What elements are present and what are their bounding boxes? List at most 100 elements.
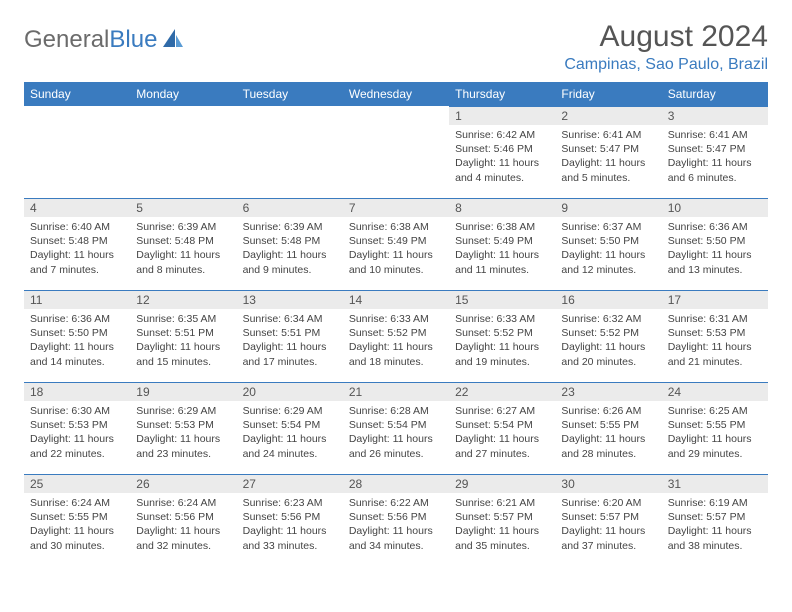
day-number: 21 — [343, 383, 449, 401]
day-number: 20 — [237, 383, 343, 401]
calendar-header: SundayMondayTuesdayWednesdayThursdayFrid… — [24, 82, 768, 106]
day-details: Sunrise: 6:23 AMSunset: 5:56 PMDaylight:… — [237, 493, 343, 555]
weekday-header: Friday — [555, 82, 661, 106]
day-details: Sunrise: 6:35 AMSunset: 5:51 PMDaylight:… — [130, 309, 236, 371]
calendar-cell: 4Sunrise: 6:40 AMSunset: 5:48 PMDaylight… — [24, 198, 130, 290]
calendar-cell: 12Sunrise: 6:35 AMSunset: 5:51 PMDayligh… — [130, 290, 236, 382]
calendar-cell: 18Sunrise: 6:30 AMSunset: 5:53 PMDayligh… — [24, 382, 130, 474]
day-details: Sunrise: 6:34 AMSunset: 5:51 PMDaylight:… — [237, 309, 343, 371]
day-details: Sunrise: 6:19 AMSunset: 5:57 PMDaylight:… — [662, 493, 768, 555]
calendar-cell: 29Sunrise: 6:21 AMSunset: 5:57 PMDayligh… — [449, 474, 555, 566]
calendar-cell: 23Sunrise: 6:26 AMSunset: 5:55 PMDayligh… — [555, 382, 661, 474]
day-details: Sunrise: 6:36 AMSunset: 5:50 PMDaylight:… — [24, 309, 130, 371]
day-details: Sunrise: 6:42 AMSunset: 5:46 PMDaylight:… — [449, 125, 555, 187]
calendar-cell: 7Sunrise: 6:38 AMSunset: 5:49 PMDaylight… — [343, 198, 449, 290]
day-number: 22 — [449, 383, 555, 401]
day-details: Sunrise: 6:31 AMSunset: 5:53 PMDaylight:… — [662, 309, 768, 371]
calendar-cell: 10Sunrise: 6:36 AMSunset: 5:50 PMDayligh… — [662, 198, 768, 290]
calendar-cell: 21Sunrise: 6:28 AMSunset: 5:54 PMDayligh… — [343, 382, 449, 474]
header: GeneralBlue August 2024 Campinas, Sao Pa… — [24, 20, 768, 74]
day-details: Sunrise: 6:20 AMSunset: 5:57 PMDaylight:… — [555, 493, 661, 555]
day-number: 14 — [343, 291, 449, 309]
calendar-cell: 13Sunrise: 6:34 AMSunset: 5:51 PMDayligh… — [237, 290, 343, 382]
logo: GeneralBlue — [24, 26, 185, 54]
calendar-cell — [343, 106, 449, 198]
day-number: 17 — [662, 291, 768, 309]
day-details: Sunrise: 6:33 AMSunset: 5:52 PMDaylight:… — [343, 309, 449, 371]
calendar-cell — [237, 106, 343, 198]
calendar-cell: 22Sunrise: 6:27 AMSunset: 5:54 PMDayligh… — [449, 382, 555, 474]
day-details: Sunrise: 6:27 AMSunset: 5:54 PMDaylight:… — [449, 401, 555, 463]
title-block: August 2024 Campinas, Sao Paulo, Brazil — [564, 20, 768, 74]
day-details: Sunrise: 6:36 AMSunset: 5:50 PMDaylight:… — [662, 217, 768, 279]
calendar-cell: 31Sunrise: 6:19 AMSunset: 5:57 PMDayligh… — [662, 474, 768, 566]
day-details: Sunrise: 6:25 AMSunset: 5:55 PMDaylight:… — [662, 401, 768, 463]
logo-text: GeneralBlue — [24, 26, 157, 54]
calendar-cell: 11Sunrise: 6:36 AMSunset: 5:50 PMDayligh… — [24, 290, 130, 382]
day-details: Sunrise: 6:21 AMSunset: 5:57 PMDaylight:… — [449, 493, 555, 555]
day-number: 24 — [662, 383, 768, 401]
day-number: 1 — [449, 107, 555, 125]
day-details: Sunrise: 6:32 AMSunset: 5:52 PMDaylight:… — [555, 309, 661, 371]
day-number: 12 — [130, 291, 236, 309]
day-number: 31 — [662, 475, 768, 493]
weekday-header: Tuesday — [237, 82, 343, 106]
day-details: Sunrise: 6:29 AMSunset: 5:54 PMDaylight:… — [237, 401, 343, 463]
calendar-cell: 8Sunrise: 6:38 AMSunset: 5:49 PMDaylight… — [449, 198, 555, 290]
logo-text-part1: General — [24, 26, 109, 53]
calendar-cell — [24, 106, 130, 198]
calendar-cell: 20Sunrise: 6:29 AMSunset: 5:54 PMDayligh… — [237, 382, 343, 474]
weekday-header: Saturday — [662, 82, 768, 106]
day-details: Sunrise: 6:26 AMSunset: 5:55 PMDaylight:… — [555, 401, 661, 463]
day-details: Sunrise: 6:29 AMSunset: 5:53 PMDaylight:… — [130, 401, 236, 463]
month-title: August 2024 — [564, 20, 768, 54]
day-number: 23 — [555, 383, 661, 401]
calendar-cell: 16Sunrise: 6:32 AMSunset: 5:52 PMDayligh… — [555, 290, 661, 382]
calendar-cell: 27Sunrise: 6:23 AMSunset: 5:56 PMDayligh… — [237, 474, 343, 566]
calendar-cell: 2Sunrise: 6:41 AMSunset: 5:47 PMDaylight… — [555, 106, 661, 198]
weekday-header: Wednesday — [343, 82, 449, 106]
calendar-cell: 30Sunrise: 6:20 AMSunset: 5:57 PMDayligh… — [555, 474, 661, 566]
day-details: Sunrise: 6:24 AMSunset: 5:55 PMDaylight:… — [24, 493, 130, 555]
day-number: 13 — [237, 291, 343, 309]
calendar-cell: 28Sunrise: 6:22 AMSunset: 5:56 PMDayligh… — [343, 474, 449, 566]
calendar-cell: 25Sunrise: 6:24 AMSunset: 5:55 PMDayligh… — [24, 474, 130, 566]
day-details: Sunrise: 6:33 AMSunset: 5:52 PMDaylight:… — [449, 309, 555, 371]
day-number: 10 — [662, 199, 768, 217]
day-details: Sunrise: 6:39 AMSunset: 5:48 PMDaylight:… — [237, 217, 343, 279]
calendar-cell: 5Sunrise: 6:39 AMSunset: 5:48 PMDaylight… — [130, 198, 236, 290]
day-number: 11 — [24, 291, 130, 309]
day-number: 25 — [24, 475, 130, 493]
weekday-header: Sunday — [24, 82, 130, 106]
day-details: Sunrise: 6:28 AMSunset: 5:54 PMDaylight:… — [343, 401, 449, 463]
calendar-cell: 6Sunrise: 6:39 AMSunset: 5:48 PMDaylight… — [237, 198, 343, 290]
calendar-cell: 24Sunrise: 6:25 AMSunset: 5:55 PMDayligh… — [662, 382, 768, 474]
day-number: 28 — [343, 475, 449, 493]
day-details: Sunrise: 6:22 AMSunset: 5:56 PMDaylight:… — [343, 493, 449, 555]
weekday-header: Monday — [130, 82, 236, 106]
day-number: 4 — [24, 199, 130, 217]
day-number: 18 — [24, 383, 130, 401]
day-details: Sunrise: 6:38 AMSunset: 5:49 PMDaylight:… — [449, 217, 555, 279]
day-number: 15 — [449, 291, 555, 309]
day-details: Sunrise: 6:38 AMSunset: 5:49 PMDaylight:… — [343, 217, 449, 279]
day-number: 19 — [130, 383, 236, 401]
day-number: 6 — [237, 199, 343, 217]
day-number: 27 — [237, 475, 343, 493]
day-number: 9 — [555, 199, 661, 217]
day-details: Sunrise: 6:41 AMSunset: 5:47 PMDaylight:… — [555, 125, 661, 187]
weekday-header: Thursday — [449, 82, 555, 106]
calendar: SundayMondayTuesdayWednesdayThursdayFrid… — [24, 82, 768, 566]
day-number: 30 — [555, 475, 661, 493]
day-number: 7 — [343, 199, 449, 217]
calendar-body: 1Sunrise: 6:42 AMSunset: 5:46 PMDaylight… — [24, 106, 768, 566]
calendar-cell — [130, 106, 236, 198]
day-details: Sunrise: 6:41 AMSunset: 5:47 PMDaylight:… — [662, 125, 768, 187]
calendar-cell: 19Sunrise: 6:29 AMSunset: 5:53 PMDayligh… — [130, 382, 236, 474]
day-details: Sunrise: 6:30 AMSunset: 5:53 PMDaylight:… — [24, 401, 130, 463]
calendar-cell: 14Sunrise: 6:33 AMSunset: 5:52 PMDayligh… — [343, 290, 449, 382]
calendar-cell: 17Sunrise: 6:31 AMSunset: 5:53 PMDayligh… — [662, 290, 768, 382]
calendar-cell: 9Sunrise: 6:37 AMSunset: 5:50 PMDaylight… — [555, 198, 661, 290]
day-number: 3 — [662, 107, 768, 125]
day-details: Sunrise: 6:37 AMSunset: 5:50 PMDaylight:… — [555, 217, 661, 279]
